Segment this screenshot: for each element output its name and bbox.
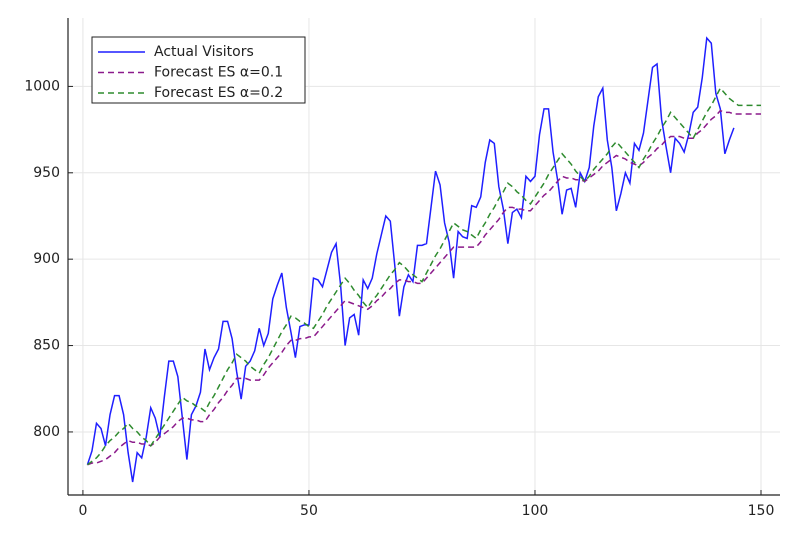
series-line xyxy=(86,86,762,466)
y-tick-label: 800 xyxy=(33,424,60,440)
x-tick-label: 150 xyxy=(748,503,775,519)
x-tick-label: 0 xyxy=(78,503,87,519)
legend-label: Forecast ES α=0.1 xyxy=(154,65,283,81)
x-tick-label: 100 xyxy=(522,503,549,519)
x-tick-label: 50 xyxy=(300,503,318,519)
y-tick-label: 900 xyxy=(33,251,60,267)
y-tick-label: 850 xyxy=(33,338,60,354)
series-line xyxy=(86,36,735,483)
legend-box xyxy=(91,36,306,104)
legend-label: Actual Visitors xyxy=(154,44,254,60)
legend-label: Forecast ES α=0.2 xyxy=(154,85,283,101)
series-line xyxy=(87,109,762,466)
y-tick-label: 1000 xyxy=(24,78,60,94)
y-tick-label: 950 xyxy=(33,165,60,181)
